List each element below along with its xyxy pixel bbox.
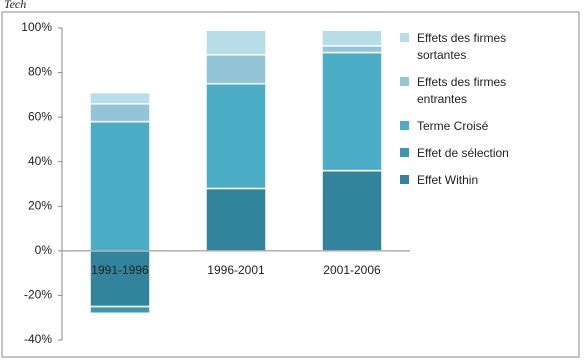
legend-item: Effets des firmes sortantes <box>400 30 580 64</box>
legend: Effets des firmes sortantes Effets des fi… <box>400 30 580 199</box>
bar-segment <box>321 169 383 252</box>
bar-segment <box>89 250 151 308</box>
bar-segment <box>205 82 267 190</box>
legend-label: Terme Croisé <box>417 119 489 133</box>
y-tick-label: 60% <box>28 109 52 123</box>
chart-title: Tech <box>4 0 26 11</box>
y-tick-label: 40% <box>28 154 52 168</box>
y-tick-label: -20% <box>24 288 52 302</box>
x-tick-label: 1991-1996 <box>91 263 149 277</box>
bar-segment <box>89 91 151 105</box>
x-tick-label: 2001-2006 <box>323 263 381 277</box>
y-tick-label: -40% <box>24 332 52 346</box>
bar-segment <box>205 187 267 252</box>
y-tick-label: 0% <box>35 243 53 257</box>
chart-border <box>1 11 580 358</box>
legend-swatch <box>400 33 409 42</box>
legend-swatch <box>400 121 409 130</box>
y-tick-label: 80% <box>28 65 52 79</box>
legend-item: Effet Within <box>400 172 580 189</box>
bar-segment <box>321 45 383 54</box>
y-tick-label: 100% <box>21 20 52 34</box>
legend-swatch <box>400 77 409 86</box>
x-tick-label: 1996-2001 <box>207 263 265 277</box>
legend-item: Terme Croisé <box>400 118 580 135</box>
legend-item: Effet de sélection <box>400 145 580 162</box>
legend-label: Effet Within <box>417 173 479 187</box>
legend-item: Effets des firmes entrantes <box>400 74 580 108</box>
legend-label: Effets des firmes sortantes <box>417 31 507 62</box>
legend-swatch <box>400 148 409 157</box>
bar-segment <box>89 103 151 123</box>
bar-segment <box>89 120 151 252</box>
bar-segment <box>205 53 267 85</box>
legend-swatch <box>400 175 409 184</box>
bar-segment <box>321 29 383 47</box>
bar-segment <box>89 305 151 315</box>
y-tick-label: 20% <box>28 198 52 212</box>
legend-label: Effet de sélection <box>417 146 509 160</box>
bar-segment <box>321 51 383 172</box>
legend-label: Effets des firmes entrantes <box>417 75 507 106</box>
bar-segment <box>205 29 267 56</box>
